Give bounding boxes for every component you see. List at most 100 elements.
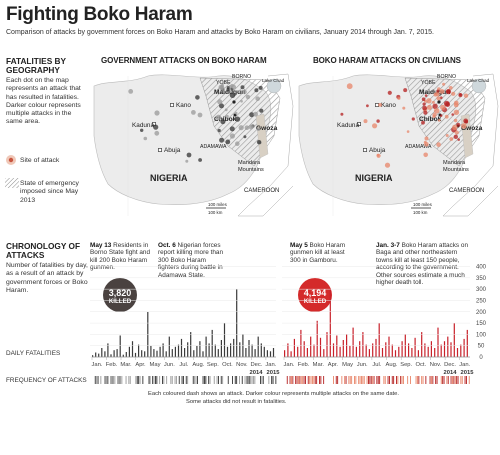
attack-dot <box>406 130 410 133</box>
kaduna-marker <box>357 122 361 126</box>
civ-attack-dash <box>358 376 360 384</box>
gov-attack-dash <box>117 376 119 384</box>
civ-attack-dash <box>387 376 389 384</box>
civ-x-tick-label: Dec. <box>444 362 456 368</box>
abuja-marker <box>363 148 367 152</box>
y-tick-label: 100 <box>476 332 487 338</box>
gov-attack-dash <box>148 376 149 384</box>
lake-chad-label: Lake Chad <box>262 78 285 83</box>
civ-attack-dash <box>403 376 404 384</box>
attack-dot <box>240 85 245 90</box>
gov-attack-dash <box>222 376 224 384</box>
attack-dot <box>143 136 148 141</box>
attack-dot <box>456 122 461 127</box>
gov-x-tick-label: Jun. <box>164 362 175 368</box>
civ-attack-dash <box>422 376 424 384</box>
civ-bar <box>391 344 393 357</box>
gov-attack-dash <box>149 376 151 384</box>
gov-bar <box>144 351 146 357</box>
gov-attack-dash <box>129 376 131 384</box>
gov-attack-dash <box>166 376 168 384</box>
civ-bar <box>303 341 305 357</box>
civ-bar <box>437 327 439 357</box>
gov-x-year-2014: 2014 <box>250 370 264 376</box>
y-tick-label: 200 <box>476 310 487 316</box>
gov-attack-dash <box>176 376 177 384</box>
gov-bar <box>138 344 140 357</box>
civ-bar <box>349 345 351 357</box>
civ-bar <box>414 337 416 357</box>
attack-dot <box>185 159 189 163</box>
attack-dot <box>453 109 460 115</box>
attack-dot <box>226 87 230 92</box>
civ-attack-dash <box>361 376 362 384</box>
attack-dot <box>376 153 380 157</box>
attack-dot <box>154 130 160 136</box>
civ-attack-dash <box>349 376 351 384</box>
gov-attack-dash <box>202 376 204 384</box>
civ-attack-dash <box>333 376 334 384</box>
civ-bar <box>447 336 449 357</box>
gov-killed-total: 3,820 <box>108 288 132 298</box>
yobe-label: YOBE <box>216 80 231 86</box>
attack-dot <box>461 123 467 129</box>
attack-dot <box>153 124 159 130</box>
civ-attack-dash <box>447 376 449 384</box>
y-tick-label: 300 <box>476 287 487 293</box>
gov-x-tick-label: Jul. <box>179 362 188 368</box>
gov-bar <box>131 341 134 357</box>
attack-dot <box>242 89 247 95</box>
civ-bar <box>417 350 419 357</box>
civ-x-tick-label: May <box>342 362 353 368</box>
gov-bar <box>141 350 143 357</box>
gov-attack-dash <box>236 376 238 384</box>
civ-x-tick-label: Sep. <box>400 362 412 368</box>
civ-bar <box>355 346 357 357</box>
civ-x-tick-label: Feb. <box>298 362 310 368</box>
yobe-label: YOBE <box>421 80 436 86</box>
attack-dot <box>426 98 432 104</box>
civ-x-tick-label: Jan. <box>284 362 295 368</box>
gov-attack-dash <box>204 376 205 384</box>
civ-attack-dash <box>410 376 411 384</box>
gov-attack-dash <box>152 376 154 384</box>
civ-killed-badge: 4,194 KILLED <box>298 278 332 312</box>
gov-bar <box>211 329 213 357</box>
civ-attack-dash <box>354 376 355 384</box>
attack-dot <box>436 142 441 147</box>
abuja-label: Abuja <box>369 147 386 154</box>
attack-dot <box>439 89 445 94</box>
attack-dot <box>197 112 203 118</box>
civ-bar <box>463 338 465 357</box>
gov-bar <box>110 354 112 357</box>
civ-attack-dash <box>289 376 291 384</box>
attack-dot <box>436 89 440 93</box>
attack-dot <box>240 100 243 103</box>
gov-attack-dash <box>181 376 183 384</box>
civ-attack-dash <box>435 376 437 384</box>
civ-attack-dash <box>436 376 438 384</box>
civ-map-title: BOKO HARAM ATTACKS ON CIVILIANS <box>313 56 461 65</box>
civ-bar <box>401 341 403 357</box>
civ-x-tick-label: Jun. <box>357 362 368 368</box>
gov-x-tick-label: Feb. <box>106 362 118 368</box>
legend-hatch-icon <box>5 178 19 188</box>
gov-killed-label: KILLED <box>108 298 132 305</box>
gov-attack-dash <box>106 376 107 384</box>
y-axis: 0 50 100 150 200 250 300 350 400 <box>90 265 487 361</box>
civ-attack-dash <box>453 376 455 384</box>
attack-dot <box>463 118 469 124</box>
attack-dot <box>259 108 264 113</box>
civ-bar <box>326 332 328 357</box>
scale-miles-label: 100 miles <box>208 202 228 207</box>
civ-attack-dash <box>348 376 350 384</box>
attack-dot <box>225 139 231 145</box>
gov-attack-dash <box>139 376 141 384</box>
civ-attack-dash <box>431 376 432 384</box>
abuja-marker <box>158 148 162 152</box>
attack-dot <box>243 135 247 139</box>
gov-bar <box>113 350 115 357</box>
civ-bar <box>339 346 341 357</box>
attack-dot <box>437 118 441 122</box>
civ-bar <box>362 332 364 357</box>
